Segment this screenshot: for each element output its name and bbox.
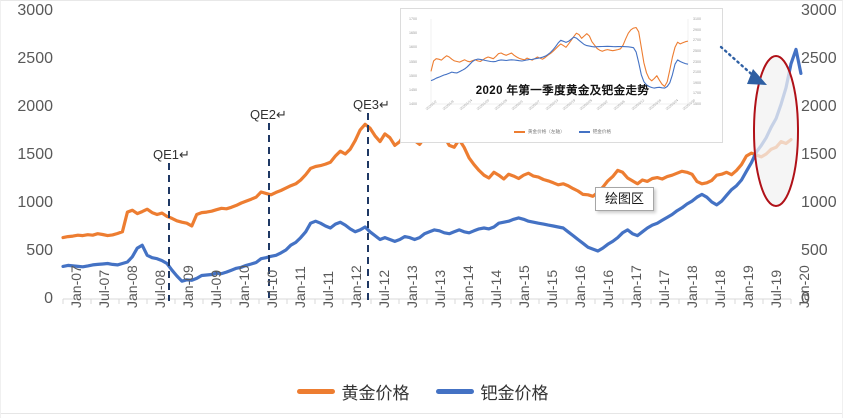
inset-y-axis-left-tick-label: 1700 (409, 17, 417, 21)
x-axis-tick-label: Jul-18 (712, 269, 728, 308)
x-axis-tick-label: Jan-11 (292, 266, 308, 308)
legend-item[interactable]: 黄金价格 (296, 379, 410, 404)
qe-label-qe2: QE2↵ (250, 107, 287, 122)
y-axis-left-tick-label: 3000 (17, 2, 53, 19)
x-axis-tick-label: Jan-07 (68, 265, 84, 308)
inset-y-axis-left-tick-label: 1600 (409, 45, 417, 50)
inset-series-line-palladium (430, 36, 689, 89)
inset-y-axis-right-tick-label: 2100 (693, 70, 701, 75)
x-axis-tick-label: Jan-10 (236, 265, 252, 308)
series-line-palladium (61, 47, 803, 283)
inset-legend-item[interactable]: 钯金价格 (578, 129, 612, 135)
x-axis-tick-label: Jul-08 (152, 269, 168, 308)
x-axis-tick-label: Jul-11 (320, 270, 336, 308)
y-axis-right-tick-label: 500 (801, 242, 828, 259)
x-axis-tick-label: Jan-08 (124, 265, 140, 308)
inset-y-axis-right-tick-label: 3100 (693, 17, 701, 21)
plot-area-tooltip: 绘图区 (595, 187, 655, 211)
inset-y-axis-right-tick-label: 2900 (693, 27, 701, 32)
x-axis-tick-label: Jan-12 (348, 265, 364, 308)
x-axis-tick-label: Jan-13 (404, 265, 420, 308)
y-axis-right-tick-label: 2000 (801, 98, 837, 115)
y-axis-right-tick-label: 1000 (801, 194, 837, 211)
legend-item[interactable]: 钯金价格 (435, 379, 549, 404)
inset-legend-color-swatch (578, 131, 590, 133)
inset-legend-item-label: 钯金价格 (592, 129, 612, 134)
x-axis-tick-label: Jan-15 (516, 265, 532, 308)
x-axis-tick-label: Jan-19 (740, 265, 756, 308)
x-axis-tick-label: Jan-20 (796, 265, 812, 308)
inset-chart-canvas (430, 19, 689, 105)
y-axis-right-tick-label: 2500 (801, 50, 837, 67)
inset-y-axis-right-tick-label: 2700 (693, 38, 701, 43)
y-axis-left-tick-label: 2500 (17, 50, 53, 67)
x-axis-tick-label: Jan-09 (180, 265, 196, 308)
y-axis-left-tick-label: 0 (44, 290, 53, 307)
qe-label-qe1: QE1↵ (153, 147, 190, 162)
inset-chart-legend: 黄金价格（左轴） 钯金价格 (401, 129, 722, 135)
inset-y-axis-right-tick-label: 1700 (693, 91, 701, 96)
inset-y-axis-left-tick-label: 1650 (409, 31, 417, 36)
x-axis-tick-label: Jul-12 (376, 269, 392, 308)
x-axis-tick-label: Jan-18 (684, 265, 700, 308)
x-axis-tick-label: Jul-09 (208, 269, 224, 308)
x-axis-tick-label: Jan-16 (572, 265, 588, 308)
inset-y-axis-right-tick-label: 2300 (693, 59, 701, 64)
legend-color-swatch (435, 389, 474, 394)
inset-legend-item-label: 黄金价格（左轴） (527, 129, 565, 134)
x-axis-tick-label: Jul-19 (768, 269, 784, 308)
x-axis-tick-marks (62, 299, 792, 304)
inset-y-axis-right-tick-label: 2500 (693, 48, 701, 53)
y-axis-left-tick-label: 500 (26, 242, 53, 259)
inset-y-axis-left-tick-label: 1550 (409, 59, 417, 64)
x-axis-tick-label: Jul-13 (432, 269, 448, 308)
y-axis-left-tick-label: 1500 (17, 146, 53, 163)
bottom-divider (1, 413, 842, 414)
inset-y-axis-left-tick-label: 1400 (409, 102, 417, 106)
main-chart[interactable]: 0 500 1000 1500 2000 2500 3000 0 500 1000 1500 200… (1, 1, 842, 373)
x-axis-tick-label: Jul-16 (600, 269, 616, 308)
x-axis-tick-label: Jan-14 (460, 265, 476, 308)
y-axis-right-tick-label: 1500 (801, 146, 837, 163)
y-axis-left-tick-label: 2000 (17, 98, 53, 115)
legend-item-label: 钯金价格 (480, 384, 549, 403)
inset-y-axis-left-tick-label: 1450 (409, 87, 417, 92)
inset-y-axis-right-tick-label: 1500 (693, 102, 701, 106)
inset-legend-color-swatch (513, 131, 525, 133)
inset-chart-title: 2020 年第一季度黄金及钯金走势 (475, 85, 650, 97)
qe-label-qe3: QE3↵ (353, 97, 390, 112)
y-axis-right-tick-label: 3000 (801, 2, 837, 19)
x-axis-tick-label: Jul-10 (264, 269, 280, 308)
inset-chart[interactable]: 1700 1650 1600 1550 1500 1450 1400 3100 2900 270… (400, 8, 723, 143)
x-axis-tick-label: Jan-17 (628, 265, 644, 308)
x-axis-tick-label: Jul-15 (544, 269, 560, 308)
inset-y-axis-right-tick-label: 1900 (693, 80, 701, 85)
highlight-ellipse (753, 55, 799, 207)
x-axis-tick-label: Jul-07 (96, 269, 112, 308)
x-axis-tick-label: Jul-14 (488, 269, 504, 308)
inset-y-axis-left-tick-label: 1500 (409, 73, 417, 78)
legend-item-label: 黄金价格 (341, 384, 410, 403)
inset-legend-item[interactable]: 黄金价格（左轴） (513, 129, 565, 135)
inset-series-line-gold (430, 26, 689, 87)
y-axis-right-tick-label: 0 (801, 290, 810, 307)
legend-color-swatch (296, 389, 335, 394)
y-axis-left-tick-label: 1000 (17, 194, 53, 211)
qe-annotation-lines (168, 113, 369, 301)
inset-pointer-arrow (719, 45, 767, 85)
main-chart-legend[interactable]: 黄金价格 钯金价格 (1, 379, 842, 404)
x-axis-tick-label: Jul-17 (656, 269, 672, 308)
